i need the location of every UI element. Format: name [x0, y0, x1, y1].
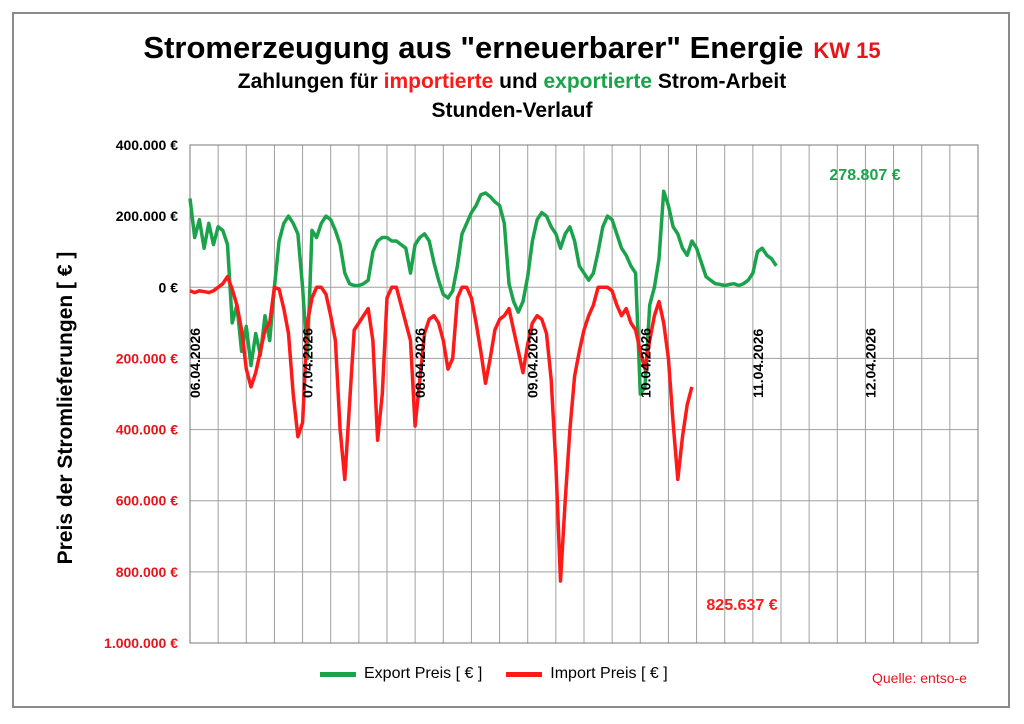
y-axis-title: Preis der Stromlieferungen [ € ] [54, 252, 77, 565]
legend-swatch-export [320, 671, 356, 677]
x-tick-label: 11.04.2026 [750, 328, 766, 398]
y-tick-label: 200.000 € [116, 208, 178, 224]
y-tick-label: 1.000.000 € [104, 635, 178, 651]
y-tick-label: 800.000 € [116, 564, 178, 580]
x-tick-label: 12.04.2026 [862, 328, 878, 398]
legend: Export Preis [ € ] Import Preis [ € ] [320, 665, 692, 683]
legend-item-export: Export Preis [ € ] [320, 665, 482, 683]
subtitle-part3: Strom-Arbeit [652, 70, 787, 93]
subtitle-import: importierte [383, 70, 494, 93]
chart-title: Stromerzeugung aus "erneuerbarer" Energi… [0, 30, 1024, 66]
legend-swatch-import [506, 671, 543, 677]
annotation-import: 825.637 € [706, 597, 777, 614]
plot-area [189, 144, 979, 644]
x-tick-label: 10.04.2026 [637, 328, 653, 398]
annotation-export: 278.807 € [829, 167, 900, 184]
x-tick-label: 08.04.2026 [412, 328, 428, 398]
legend-label-export: Export Preis [ € ] [364, 665, 483, 682]
subtitle-export: exportierte [543, 70, 653, 93]
title-kw: KW 15 [813, 38, 881, 63]
import-series-line [189, 274, 694, 583]
x-tick-label: 06.04.2026 [187, 328, 203, 398]
x-tick-label: 07.04.2026 [300, 328, 316, 398]
legend-item-import: Import Preis [ € ] [506, 665, 668, 683]
chart-frame [12, 12, 1010, 708]
x-tick-label: 09.04.2026 [525, 328, 541, 398]
subtitle-part2: und [493, 70, 544, 93]
source-note: Quelle: entso-e [872, 670, 967, 686]
legend-label-import: Import Preis [ € ] [550, 665, 668, 682]
y-tick-label: 600.000 € [116, 493, 178, 509]
chart-subtitle: Zahlungen für importierte und exportiert… [0, 70, 1024, 94]
export-series-line [188, 189, 778, 396]
chart-subtitle-2: Stunden-Verlauf [431, 99, 593, 122]
y-tick-label: 400.000 € [116, 137, 178, 153]
y-tick-label: 0 € [159, 279, 179, 295]
subtitle-part1: Zahlungen für [237, 70, 384, 93]
y-tick-label: 400.000 € [116, 422, 178, 438]
title-line1: Stromerzeugung aus "erneuerbarer" Energi… [143, 30, 804, 65]
y-tick-label: 200.000 € [116, 350, 178, 366]
